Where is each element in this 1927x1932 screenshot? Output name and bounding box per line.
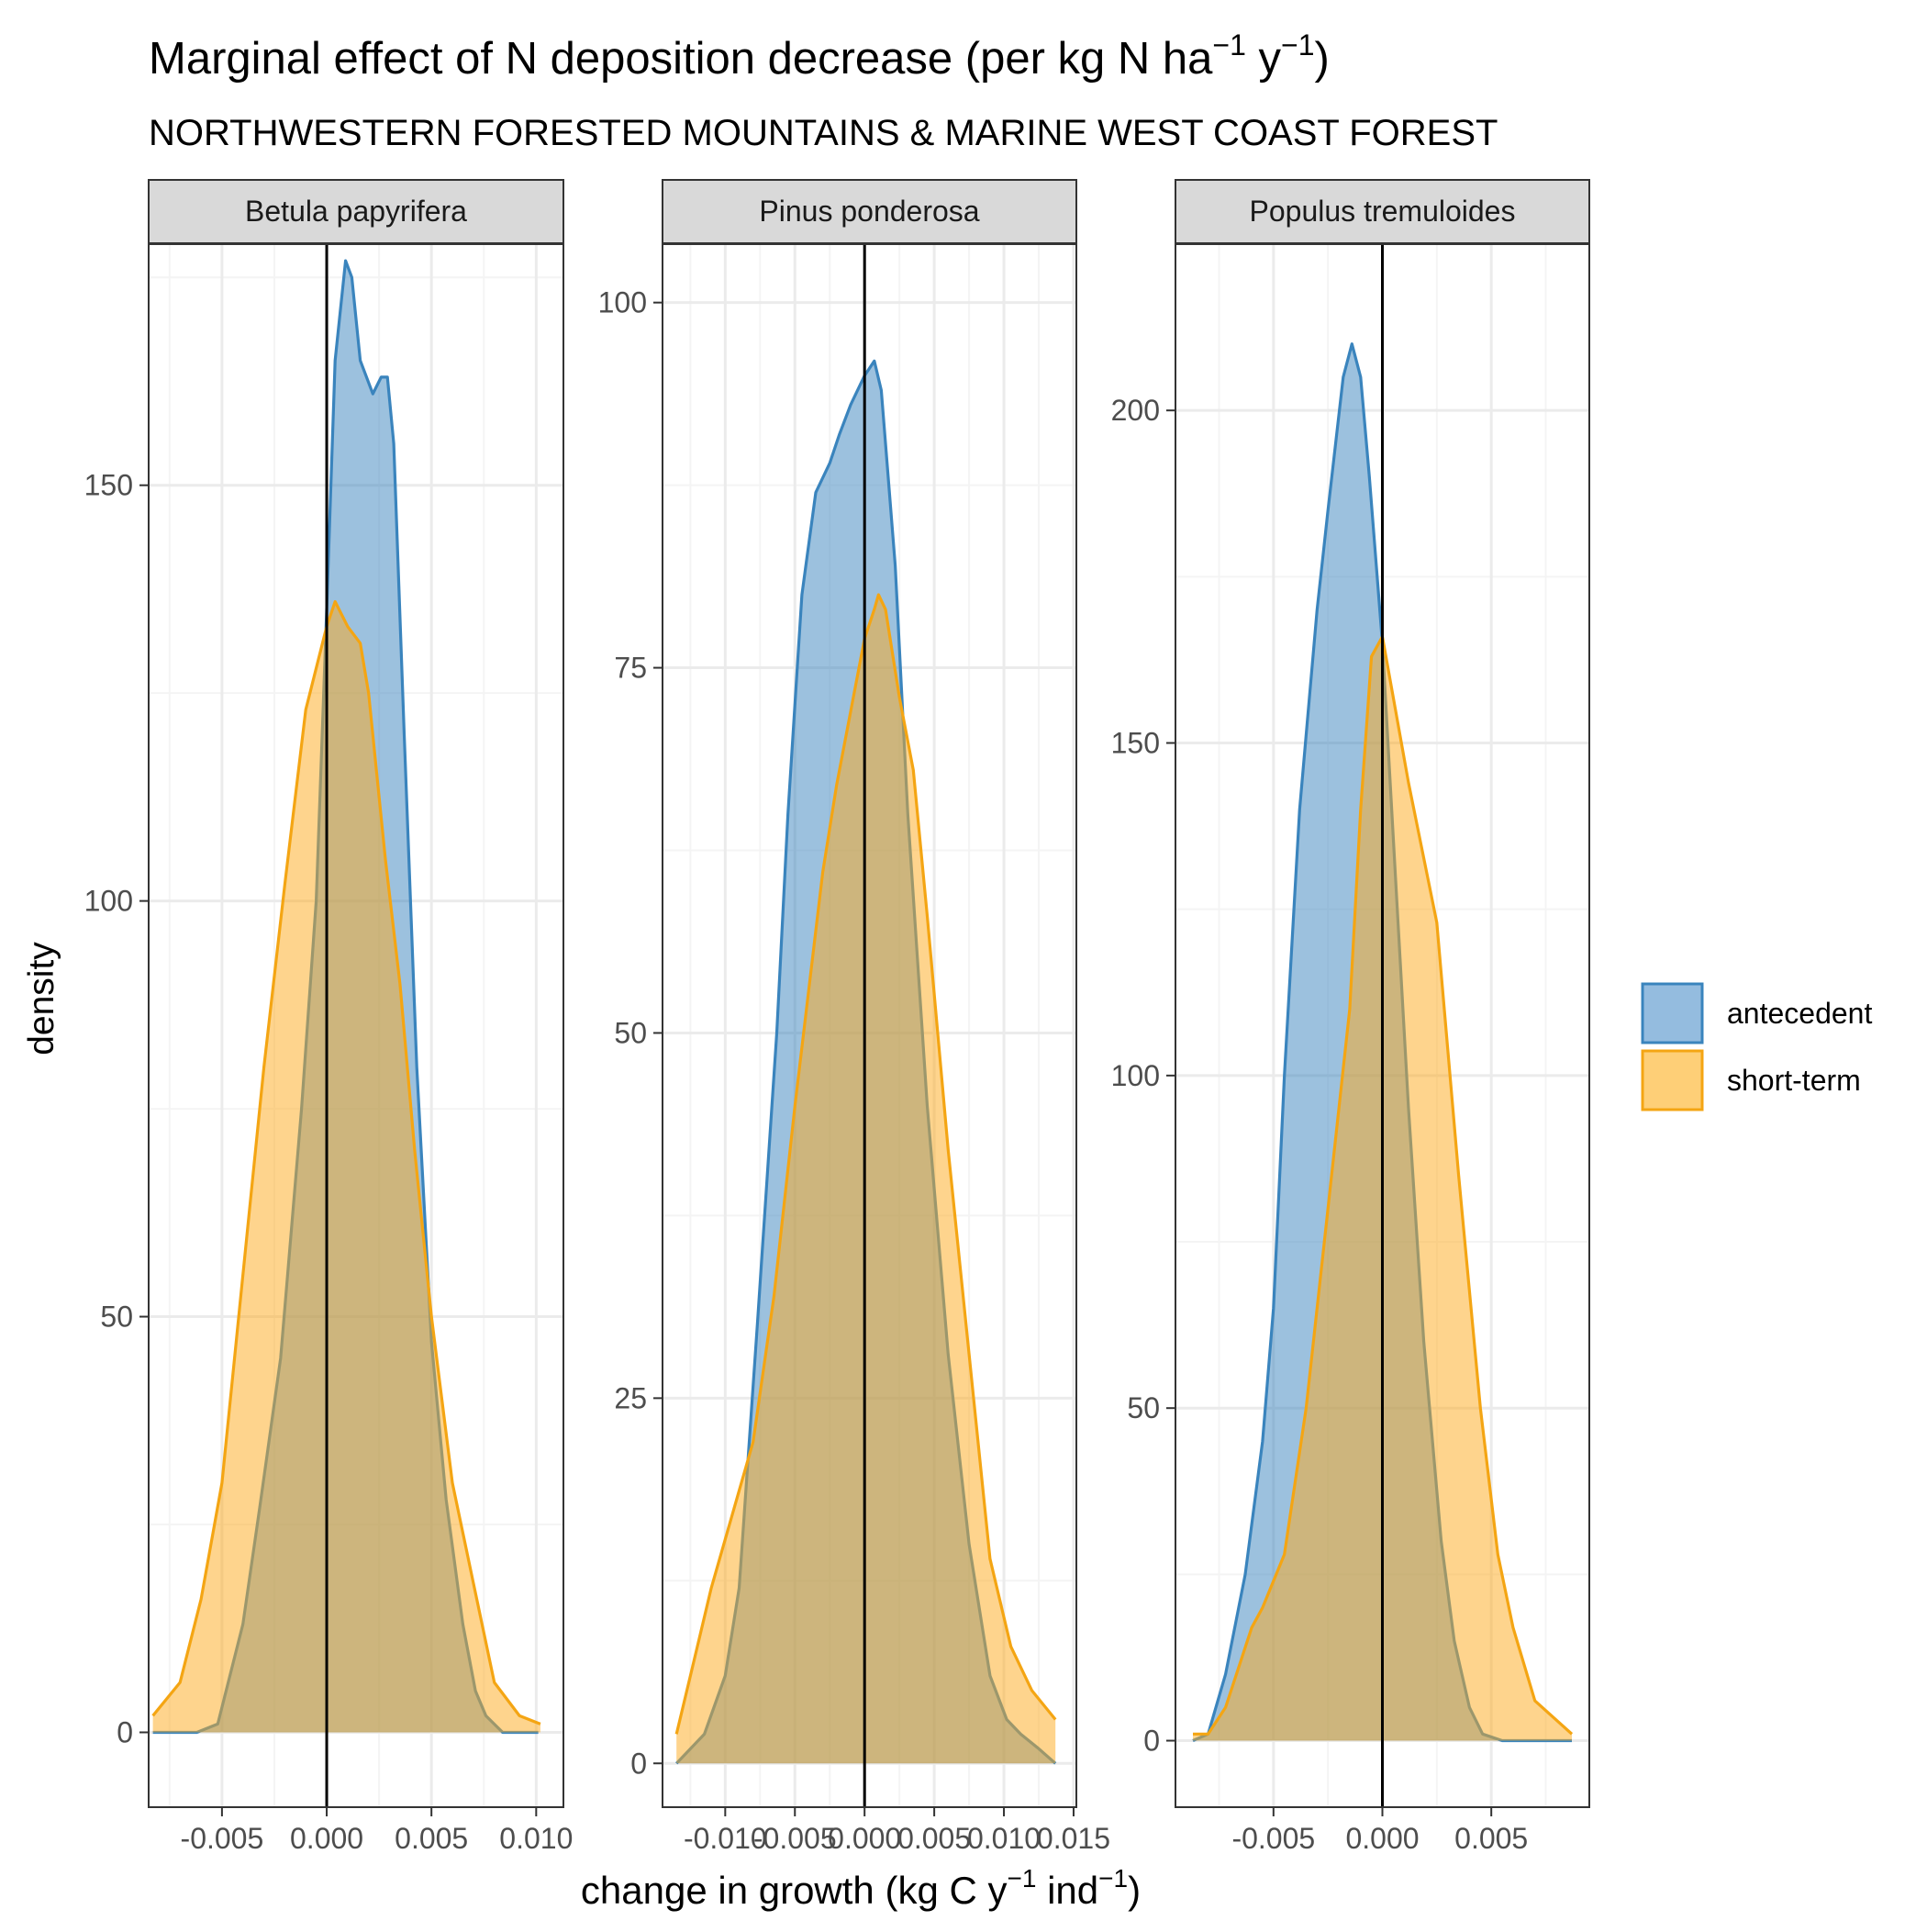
x-tick-label: 0.000 [828, 1822, 901, 1855]
legend-label: antecedent [1727, 997, 1872, 1030]
x-tick-label: 0.005 [1454, 1822, 1528, 1855]
chart-title: Marginal effect of N deposition decrease… [149, 28, 1330, 84]
y-tick-label: 150 [1111, 727, 1160, 760]
legend-item-antecedent: antecedent [1641, 982, 1872, 1044]
density-area-short-term [676, 595, 1056, 1764]
density-line-short-term [674, 593, 1057, 1735]
legend: antecedent short-term [1641, 982, 1872, 1111]
y-tick-label: 100 [1111, 1059, 1160, 1092]
density-line-short-term [151, 599, 541, 1725]
facet-strip-label: Betula papyrifera [245, 195, 467, 228]
x-tick-label: -0.005 [753, 1822, 837, 1855]
chart-subtitle: NORTHWESTERN FORESTED MOUNTAINS & MARINE… [149, 113, 1498, 153]
x-tick-label: 0.015 [1037, 1822, 1110, 1855]
panel-1: Pinus ponderosa-0.010-0.0050.0000.0050.0… [598, 179, 1110, 1855]
x-tick-label: 0.010 [967, 1822, 1041, 1855]
facet-strip-label: Populus tremuloides [1250, 195, 1516, 228]
y-tick-label: 0 [630, 1747, 647, 1780]
y-tick-label: 50 [1127, 1391, 1160, 1424]
density-area-short-term [152, 601, 540, 1733]
x-tick-label: -0.005 [1231, 1822, 1315, 1855]
y-tick-label: 50 [100, 1301, 133, 1334]
x-tick-label: 0.005 [395, 1822, 468, 1855]
x-axis-label: change in growth (kg C y−1 ind−1) [581, 1864, 1141, 1912]
legend-item-short-term: short-term [1641, 1049, 1861, 1111]
facet-strip [1175, 179, 1590, 244]
x-tick-label: -0.005 [181, 1822, 264, 1855]
y-axis-label: density [22, 942, 61, 1055]
y-tick-label: 0 [1143, 1725, 1160, 1758]
facet-panels: Betula papyrifera-0.005 0.000 0.005 0.01005… [84, 179, 1590, 1855]
legend-key [1641, 1049, 1704, 1111]
x-tick-label: 0.005 [897, 1822, 971, 1855]
panel-2: Populus tremuloides -0.005 0.000 0.005 0 50 10… [1111, 179, 1590, 1855]
y-tick-label: 0 [117, 1715, 133, 1748]
x-tick-label: 0.000 [290, 1822, 363, 1855]
y-tick-label: 25 [614, 1381, 647, 1414]
density-line-short-term [1193, 635, 1574, 1736]
y-tick-label: 100 [598, 286, 647, 319]
y-tick-label: 100 [84, 885, 133, 918]
legend-key [1641, 982, 1704, 1044]
x-tick-label: 0.000 [1345, 1822, 1419, 1855]
y-tick-label: 50 [614, 1016, 647, 1049]
legend-label: short-term [1727, 1064, 1861, 1097]
y-tick-label: 200 [1111, 394, 1160, 427]
facet-strip-label: Pinus ponderosa [759, 195, 979, 228]
facet-strip [148, 179, 564, 244]
y-tick-label: 75 [614, 652, 647, 685]
x-tick-label: -0.010 [684, 1822, 767, 1855]
y-tick-label: 150 [84, 469, 133, 502]
facet-strip [662, 179, 1077, 244]
panel-0: Betula papyrifera -0.005 0.000 0.005 0.010 0 5… [84, 179, 573, 1855]
x-tick-label: 0.010 [499, 1822, 573, 1855]
